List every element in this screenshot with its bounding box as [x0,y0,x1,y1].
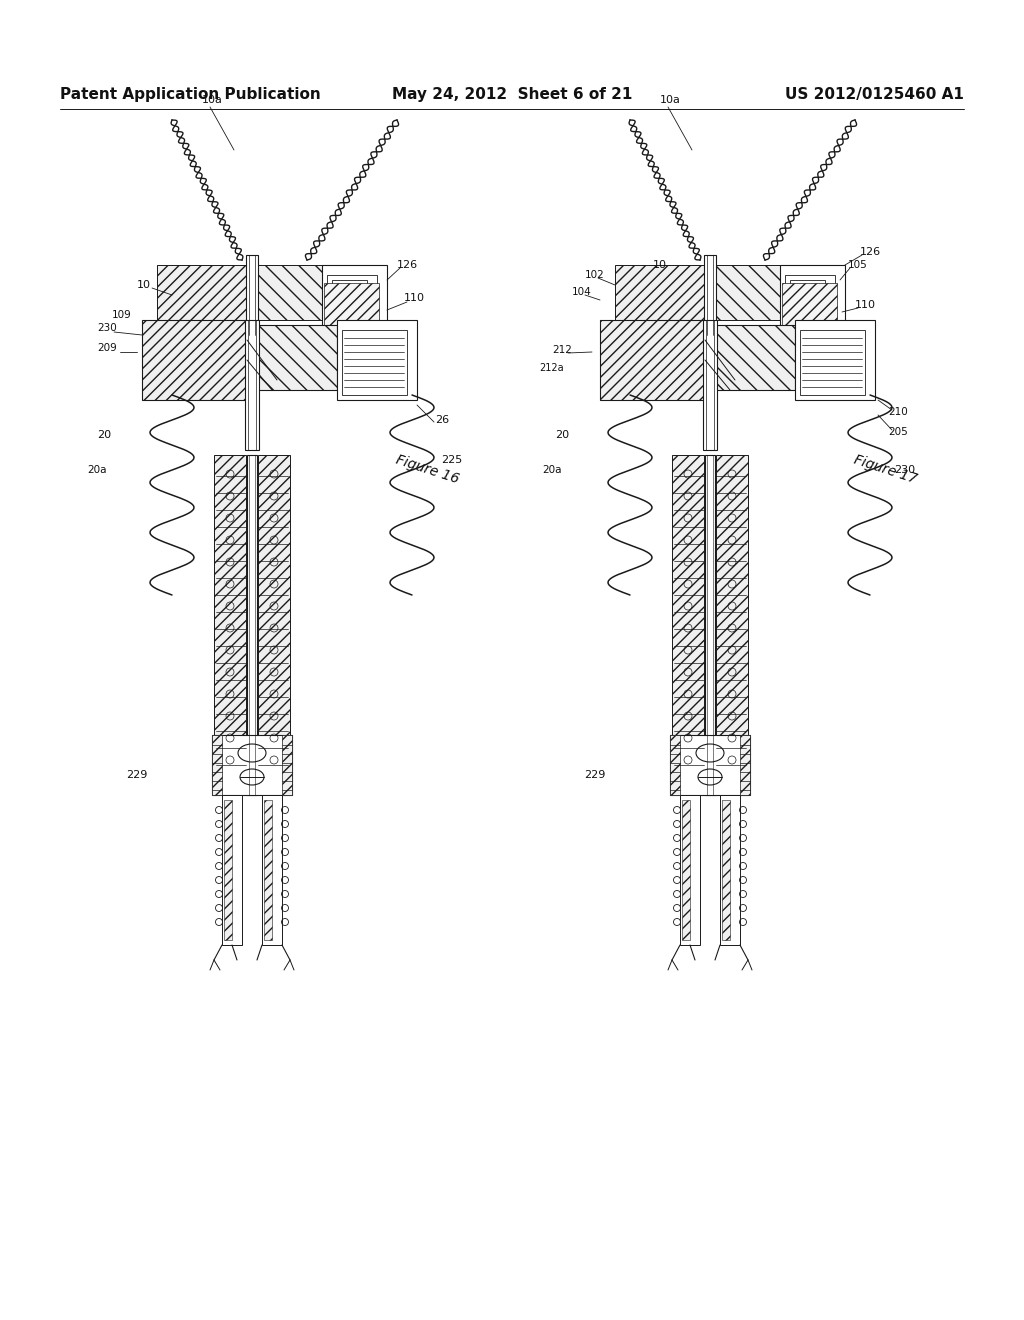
Bar [258,455,290,775]
Text: 212: 212 [552,345,572,355]
Text: 10a: 10a [659,95,680,106]
Bar [337,319,417,400]
Bar [224,800,232,940]
Bar [705,255,716,335]
Text: May 24, 2012  Sheet 6 of 21: May 24, 2012 Sheet 6 of 21 [392,87,632,103]
Text: 110: 110 [854,300,876,310]
Bar [247,455,257,795]
Text: 225: 225 [441,455,463,465]
Text: US 2012/0125460 A1: US 2012/0125460 A1 [785,87,964,103]
Bar [680,795,700,945]
Bar [322,265,387,330]
Bar [720,795,740,945]
Bar [222,795,242,945]
Bar [795,319,874,400]
Bar [245,319,259,450]
Bar [142,319,247,400]
Text: 20a: 20a [543,465,562,475]
Bar [327,275,377,325]
Bar [722,800,730,940]
Text: 109: 109 [112,310,132,319]
Text: Patent Application Publication: Patent Application Publication [60,87,321,103]
Text: 126: 126 [859,247,881,257]
Text: 230: 230 [97,323,117,333]
Text: 20a: 20a [87,465,106,475]
Text: 230: 230 [894,465,915,475]
Bar [672,455,705,775]
Bar [212,735,222,795]
Text: 126: 126 [396,260,418,271]
Bar [615,265,705,330]
Text: 212a: 212a [540,363,564,374]
Text: 10: 10 [653,260,667,271]
Bar [740,735,750,795]
Bar [262,795,282,945]
Bar [600,319,705,400]
Bar [780,265,845,330]
Bar [705,455,715,795]
Bar [246,255,258,335]
Text: 110: 110 [403,293,425,304]
Bar [157,265,247,330]
Text: Figure 17: Figure 17 [852,453,919,487]
Bar [214,455,246,775]
Bar [703,319,717,450]
Bar [247,325,337,389]
Bar [212,735,292,795]
Text: 105: 105 [848,260,868,271]
Bar [342,330,407,395]
Bar [324,282,379,327]
Text: 10a: 10a [202,95,222,106]
Bar [790,280,825,300]
Text: 210: 210 [888,407,908,417]
Bar [716,455,748,775]
Text: 229: 229 [126,770,147,780]
Bar [800,330,865,395]
Text: 20: 20 [97,430,111,440]
Bar [670,735,680,795]
Text: 102: 102 [585,271,605,280]
Bar [785,275,835,325]
Bar [332,280,367,300]
Bar [247,265,322,319]
Bar [705,325,795,389]
Bar [705,265,780,319]
Bar [795,300,815,315]
Text: 20: 20 [555,430,569,440]
Text: 209: 209 [97,343,117,352]
Text: 205: 205 [888,426,908,437]
Text: 10: 10 [137,280,151,290]
Text: Figure 16: Figure 16 [393,453,461,487]
Bar [282,735,292,795]
Bar [264,800,272,940]
Text: 26: 26 [435,414,450,425]
Bar [782,282,837,327]
Text: 104: 104 [572,286,592,297]
Bar [337,300,357,315]
Bar [670,735,750,795]
Text: 229: 229 [585,770,605,780]
Bar [682,800,690,940]
